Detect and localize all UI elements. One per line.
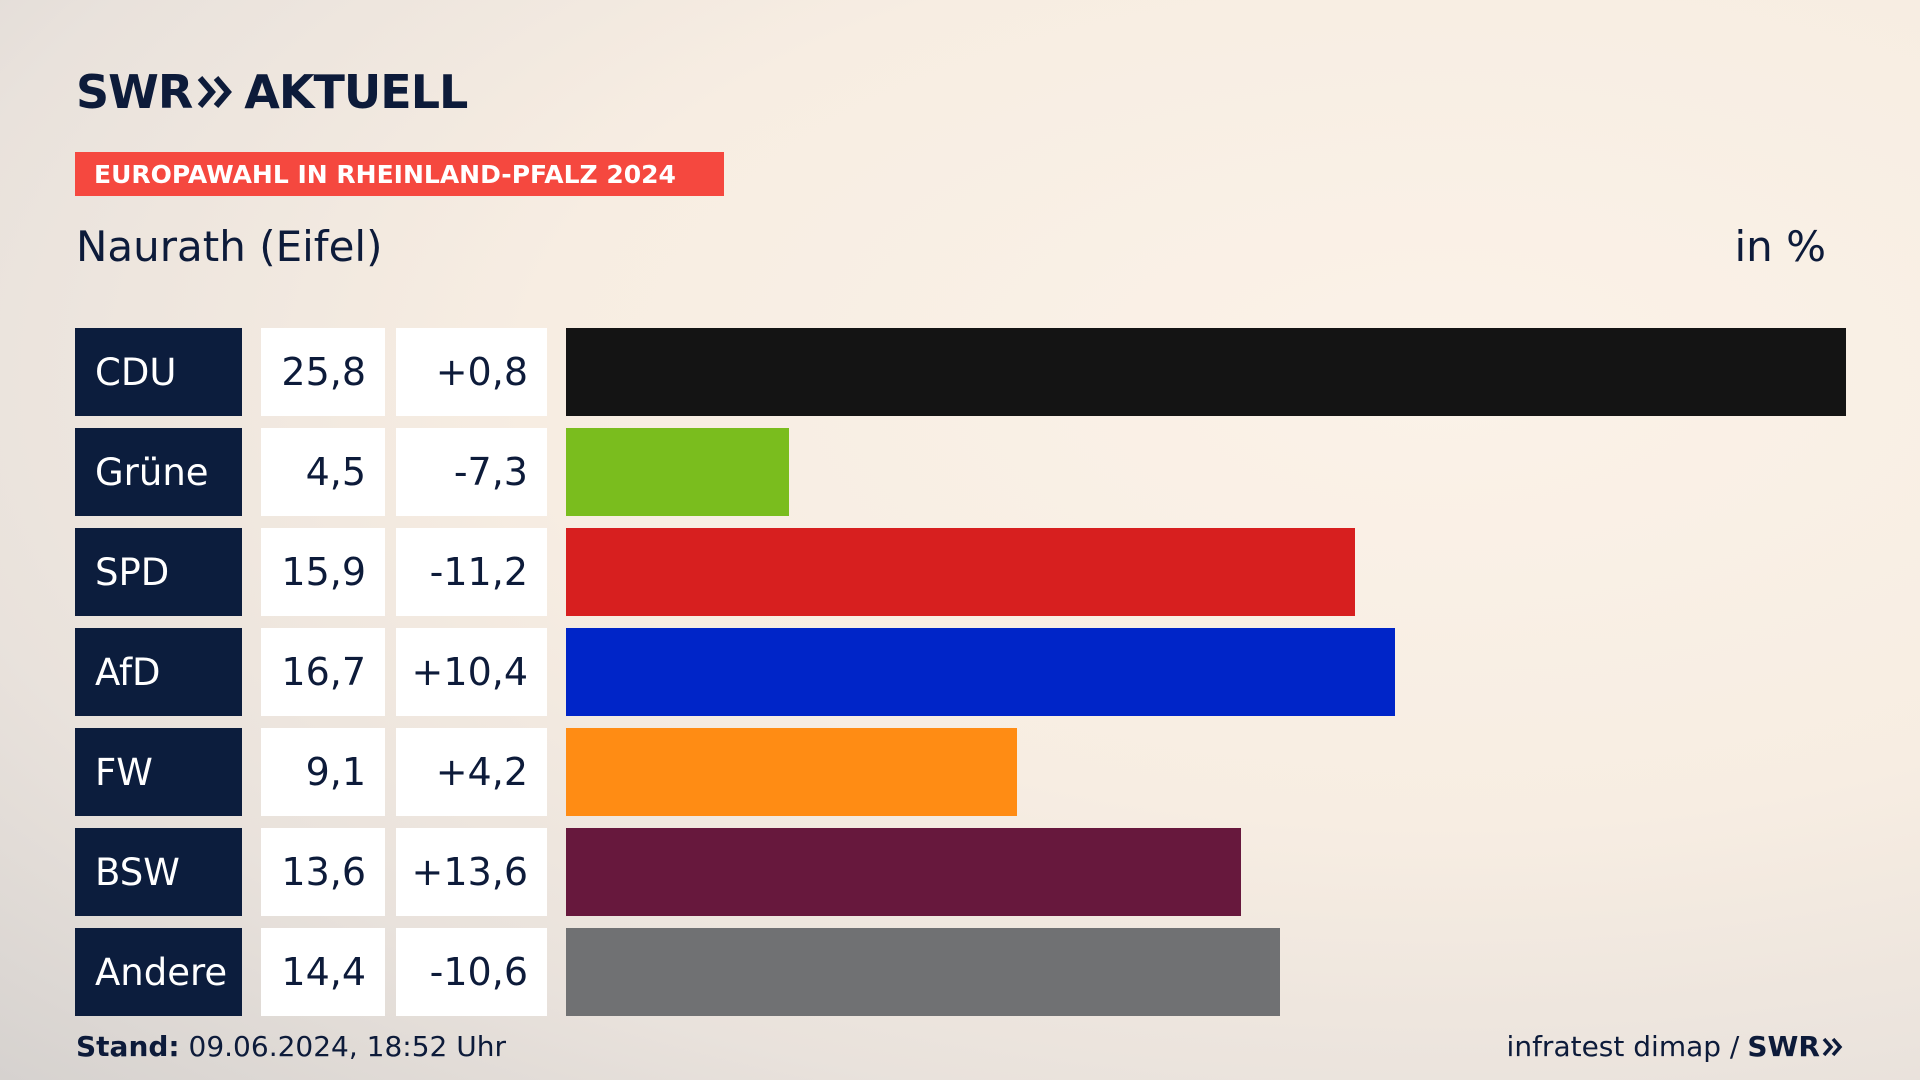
party-label: Andere	[75, 928, 242, 1016]
logo-swr-text: SWR	[76, 65, 193, 119]
vote-share-value: 14,4	[261, 928, 385, 1016]
vote-share-value: 15,9	[261, 528, 385, 616]
bar-track	[566, 528, 1846, 616]
bar-spd	[566, 528, 1355, 616]
table-row: Andere 14,4 -10,6	[75, 928, 1846, 1016]
bar-afd	[566, 628, 1395, 716]
bar-bsw	[566, 828, 1241, 916]
unit-label: in %	[1734, 222, 1826, 271]
table-row: SPD 15,9 -11,2	[75, 528, 1846, 616]
bar-cdu	[566, 328, 1846, 416]
party-label: AfD	[75, 628, 242, 716]
chart-title: Naurath (Eifel)	[76, 222, 383, 271]
bar-track	[566, 428, 1846, 516]
timestamp: Stand: 09.06.2024, 18:52 Uhr	[76, 1030, 506, 1063]
election-banner: EUROPAWAHL IN RHEINLAND-PFALZ 2024	[75, 152, 724, 196]
vote-share-value: 25,8	[261, 328, 385, 416]
vote-share-value: 13,6	[261, 828, 385, 916]
bar-gr-ne	[566, 428, 789, 516]
table-row: AfD 16,7 +10,4	[75, 628, 1846, 716]
table-row: BSW 13,6 +13,6	[75, 828, 1846, 916]
party-label: SPD	[75, 528, 242, 616]
table-row: FW 9,1 +4,2	[75, 728, 1846, 816]
change-value: -7,3	[396, 428, 547, 516]
bar-track	[566, 928, 1846, 1016]
party-label: Grüne	[75, 428, 242, 516]
party-label: BSW	[75, 828, 242, 916]
bar-fw	[566, 728, 1017, 816]
source-credit: infratest dimap / SWR	[1507, 1030, 1844, 1063]
logo-aktuell-text: AKTUELL	[244, 65, 468, 119]
stand-value: 09.06.2024, 18:52 Uhr	[188, 1030, 506, 1063]
stand-label: Stand:	[76, 1030, 180, 1063]
results-table: CDU 25,8 +0,8 Grüne 4,5 -7,3 SPD 15,9 -11,2 AfD 16…	[75, 328, 1846, 1028]
change-value: -11,2	[396, 528, 547, 616]
bar-track	[566, 328, 1846, 416]
bar-track	[566, 728, 1846, 816]
vote-share-value: 4,5	[261, 428, 385, 516]
bar-andere	[566, 928, 1280, 1016]
change-value: -10,6	[396, 928, 547, 1016]
table-row: Grüne 4,5 -7,3	[75, 428, 1846, 516]
source-brand: SWR	[1747, 1030, 1844, 1063]
vote-share-value: 9,1	[261, 728, 385, 816]
change-value: +10,4	[396, 628, 547, 716]
change-value: +4,2	[396, 728, 547, 816]
table-row: CDU 25,8 +0,8	[75, 328, 1846, 416]
bar-track	[566, 628, 1846, 716]
double-chevron-icon	[1822, 1037, 1843, 1056]
party-label: FW	[75, 728, 242, 816]
swr-aktuell-logo: SWR AKTUELL	[76, 65, 468, 119]
change-value: +13,6	[396, 828, 547, 916]
vote-share-value: 16,7	[261, 628, 385, 716]
source-brand-text: SWR	[1747, 1030, 1820, 1063]
source-text: infratest dimap /	[1506, 1030, 1740, 1063]
bar-track	[566, 828, 1846, 916]
double-chevron-icon	[198, 76, 233, 108]
party-label: CDU	[75, 328, 242, 416]
change-value: +0,8	[396, 328, 547, 416]
